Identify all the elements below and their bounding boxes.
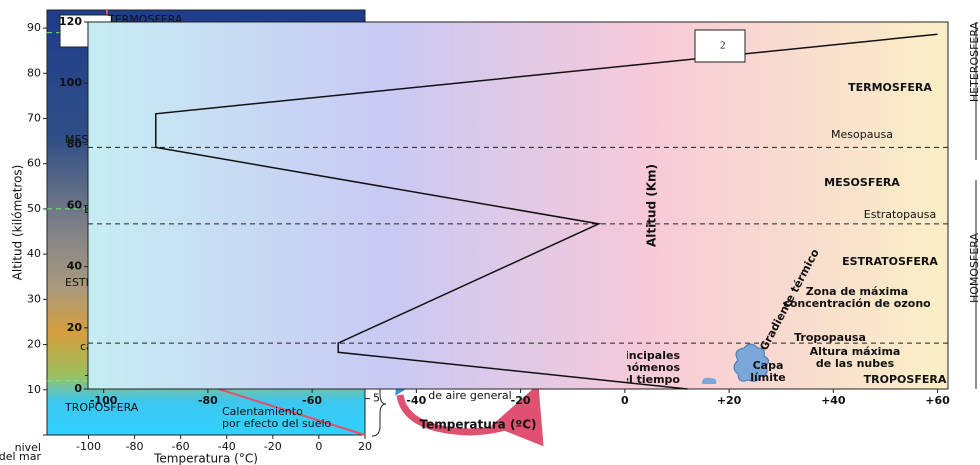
y-tick-label: 40 [27, 247, 41, 260]
y-tick-label: 120 [59, 15, 82, 28]
y-tick-label: 100 [59, 76, 82, 89]
y-tick-label: 60 [67, 199, 83, 212]
annotation: HETEROSFERA [968, 21, 980, 102]
y-tick-label: 70 [27, 112, 41, 125]
x-tick-label: -20 [511, 394, 531, 407]
x-tick-label: +60 [925, 394, 950, 407]
x-tick-label: -20 [264, 440, 282, 453]
y-tick-label: 20 [67, 321, 83, 334]
x-tick-label: +20 [717, 394, 742, 407]
x-tick-label: -80 [126, 440, 144, 453]
y-tick-label: 10 [27, 383, 41, 396]
y-tick-label: 80 [27, 66, 41, 79]
x-tick-label: 0 [621, 394, 629, 407]
x-tick-label: -100 [76, 440, 101, 453]
annotation: Tropopausa [794, 331, 866, 344]
annotation: TERMOSFERA [848, 81, 932, 94]
page: -100-80-60-40-20020niveldel mar102030405… [0, 0, 980, 465]
y-tick-label: 80 [67, 137, 83, 150]
y-tick-label: 40 [67, 260, 83, 273]
annotation: 2 [720, 40, 726, 52]
annotation: Mesopausa [831, 128, 893, 141]
x-tick-label: -100 [90, 394, 118, 407]
x-tick-label: -40 [406, 394, 426, 407]
x-tick-label: +40 [821, 394, 846, 407]
annotation: HOMOSFERA [968, 232, 980, 303]
x-tick-label: -80 [198, 394, 218, 407]
y2-tick-label: 5 [373, 392, 380, 405]
x-tick-label: 0 [315, 440, 322, 453]
x-axis-title: Temperatura (°C) [153, 452, 258, 465]
x-axis-title: Temperatura (ºC) [420, 418, 537, 432]
y-tick-label: 60 [27, 157, 41, 170]
y-tick-label: 50 [27, 202, 41, 215]
y-axis-title: Altitud (Km) [645, 164, 659, 247]
y-tick-label: 20 [27, 338, 41, 351]
x-tick-label: -60 [302, 394, 322, 407]
annotation: Estratopausa [864, 208, 936, 221]
annotation: MESOSFERA [824, 176, 900, 189]
y-tick-label: 90 [27, 21, 41, 34]
y-tick-label: 0 [74, 382, 82, 395]
x-tick-label: 20 [358, 440, 372, 453]
annotation: TROPOSFERA [864, 373, 947, 386]
y-axis-title: Altitud (kilómetros) [11, 165, 25, 281]
y-tick-label: 30 [27, 292, 41, 305]
annotation: ESTRATOSFERA [842, 255, 938, 268]
